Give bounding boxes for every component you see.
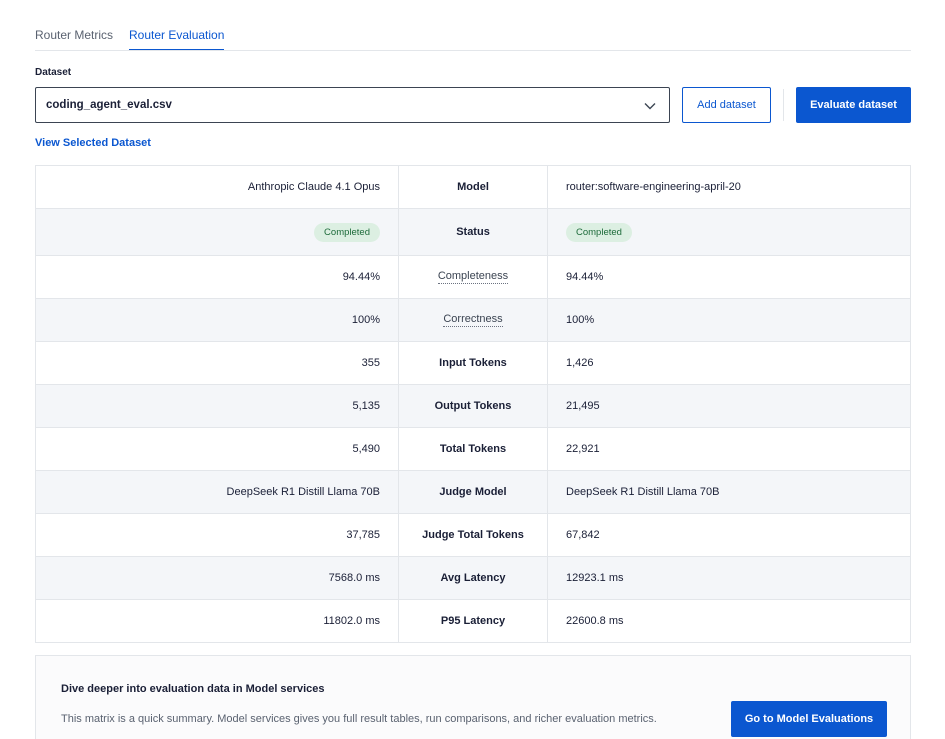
- status-badge: Completed: [566, 222, 632, 242]
- callout-text: This matrix is a quick summary. Model se…: [61, 713, 657, 725]
- completeness-tooltip-trigger[interactable]: Completeness: [437, 270, 509, 284]
- matrix-metric-label: P95 Latency: [399, 600, 548, 642]
- matrix-metric-label: Total Tokens: [399, 428, 548, 470]
- go-to-model-evaluations-button[interactable]: Go to Model Evaluations: [731, 701, 887, 737]
- matrix-cell-right: router:software-engineering-april-20: [566, 181, 741, 193]
- tab-router-evaluation[interactable]: Router Evaluation: [129, 28, 225, 50]
- matrix-metric-label: Status: [399, 209, 548, 255]
- matrix-cell-left: 100%: [36, 299, 399, 341]
- matrix-cell-left: 355: [36, 342, 399, 384]
- matrix-cell-right: 67,842: [566, 529, 600, 541]
- status-badge: Completed: [314, 222, 380, 242]
- matrix-cell-left: 7568.0 ms: [36, 557, 399, 599]
- tab-router-metrics[interactable]: Router Metrics: [35, 28, 114, 42]
- toolbar-divider: [783, 89, 784, 121]
- matrix-row-model: Anthropic Claude 4.1 Opus Model router:s…: [36, 166, 910, 209]
- matrix-row-judge-model: DeepSeek R1 Distill Llama 70B Judge Mode…: [36, 471, 910, 514]
- matrix-cell-left: 5,490: [36, 428, 399, 470]
- matrix-cell-right: 21,495: [566, 400, 600, 412]
- tab-bar: Router Metrics Router Evaluation: [35, 0, 911, 51]
- matrix-cell-left: DeepSeek R1 Distill Llama 70B: [36, 471, 399, 513]
- matrix-metric-label: Model: [399, 166, 548, 208]
- matrix-metric-label: Judge Model: [399, 471, 548, 513]
- view-selected-dataset-link[interactable]: View Selected Dataset: [35, 137, 151, 149]
- matrix-cell-left: Anthropic Claude 4.1 Opus: [36, 166, 399, 208]
- matrix-metric-label: Output Tokens: [399, 385, 548, 427]
- matrix-cell-right: 100%: [566, 314, 595, 326]
- dataset-label: Dataset: [35, 67, 72, 78]
- matrix-cell-right: DeepSeek R1 Distill Llama 70B: [566, 486, 720, 498]
- matrix-metric-label: Input Tokens: [399, 342, 548, 384]
- matrix-cell-left: 37,785: [36, 514, 399, 556]
- matrix-metric-label: Avg Latency: [399, 557, 548, 599]
- dataset-select-value: coding_agent_eval.csv: [46, 99, 172, 111]
- matrix-row-completeness: 94.44% Completeness 94.44%: [36, 256, 910, 299]
- matrix-metric-label: Correctness: [399, 299, 548, 341]
- evaluate-dataset-button[interactable]: Evaluate dataset: [796, 87, 911, 123]
- dataset-select[interactable]: coding_agent_eval.csv: [35, 87, 670, 123]
- matrix-cell-right: 12923.1 ms: [566, 572, 624, 584]
- matrix-cell-right: 94.44%: [566, 271, 604, 283]
- matrix-cell-right: 22600.8 ms: [566, 615, 624, 627]
- correctness-tooltip-trigger[interactable]: Correctness: [443, 313, 503, 327]
- matrix-row-output-tokens: 5,135 Output Tokens 21,495: [36, 385, 910, 428]
- matrix-cell-right: 1,426: [566, 357, 594, 369]
- matrix-cell-left: 5,135: [36, 385, 399, 427]
- add-dataset-button[interactable]: Add dataset: [682, 87, 771, 123]
- model-services-callout: Dive deeper into evaluation data in Mode…: [35, 655, 911, 739]
- matrix-metric-label: Completeness: [399, 256, 548, 298]
- matrix-cell-left: 94.44%: [36, 256, 399, 298]
- evaluation-matrix: Anthropic Claude 4.1 Opus Model router:s…: [35, 165, 911, 643]
- matrix-row-avg-latency: 7568.0 ms Avg Latency 12923.1 ms: [36, 557, 910, 600]
- matrix-metric-label: Judge Total Tokens: [399, 514, 548, 556]
- matrix-row-status: Completed Status Completed: [36, 209, 910, 256]
- matrix-row-input-tokens: 355 Input Tokens 1,426: [36, 342, 910, 385]
- matrix-row-total-tokens: 5,490 Total Tokens 22,921: [36, 428, 910, 471]
- matrix-cell-left: 11802.0 ms: [36, 600, 399, 642]
- callout-title: Dive deeper into evaluation data in Mode…: [61, 683, 325, 695]
- matrix-row-p95-latency: 11802.0 ms P95 Latency 22600.8 ms: [36, 600, 910, 643]
- matrix-cell-right: 22,921: [566, 443, 600, 455]
- matrix-cell-left: Completed: [36, 209, 399, 255]
- chevron-down-icon: [644, 103, 656, 110]
- matrix-cell-right: Completed: [548, 209, 910, 255]
- matrix-row-judge-total-tokens: 37,785 Judge Total Tokens 67,842: [36, 514, 910, 557]
- matrix-row-correctness: 100% Correctness 100%: [36, 299, 910, 342]
